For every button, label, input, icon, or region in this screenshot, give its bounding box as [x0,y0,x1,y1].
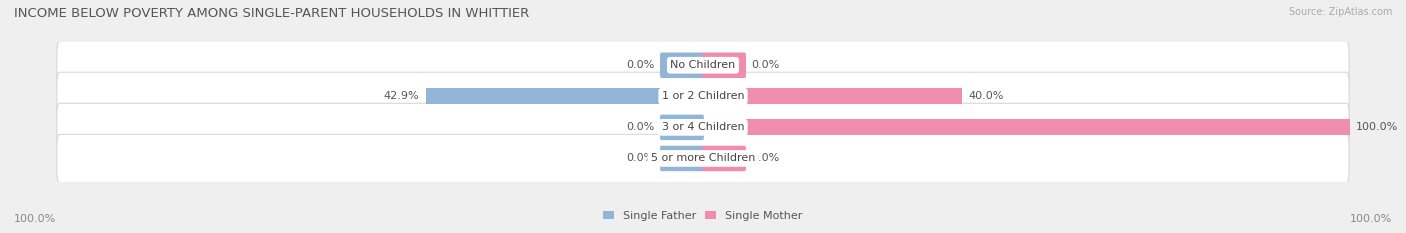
Text: 100.0%: 100.0% [14,214,56,224]
FancyBboxPatch shape [56,103,1350,151]
FancyBboxPatch shape [659,115,704,140]
FancyBboxPatch shape [702,52,747,78]
Text: Source: ZipAtlas.com: Source: ZipAtlas.com [1288,7,1392,17]
FancyBboxPatch shape [703,88,962,104]
Text: 0.0%: 0.0% [626,154,655,163]
Text: 0.0%: 0.0% [751,154,780,163]
Text: 100.0%: 100.0% [1350,214,1392,224]
Text: 1 or 2 Children: 1 or 2 Children [662,91,744,101]
FancyBboxPatch shape [659,52,704,78]
Text: 0.0%: 0.0% [626,60,655,70]
Text: 42.9%: 42.9% [384,91,419,101]
FancyBboxPatch shape [56,72,1350,120]
Text: 40.0%: 40.0% [969,91,1004,101]
Text: 5 or more Children: 5 or more Children [651,154,755,163]
FancyBboxPatch shape [702,146,747,171]
FancyBboxPatch shape [56,134,1350,182]
FancyBboxPatch shape [659,146,704,171]
Text: 3 or 4 Children: 3 or 4 Children [662,122,744,132]
Text: No Children: No Children [671,60,735,70]
Text: 0.0%: 0.0% [626,122,655,132]
FancyBboxPatch shape [703,119,1350,135]
Legend: Single Father, Single Mother: Single Father, Single Mother [603,211,803,221]
FancyBboxPatch shape [426,88,703,104]
FancyBboxPatch shape [56,41,1350,89]
Text: INCOME BELOW POVERTY AMONG SINGLE-PARENT HOUSEHOLDS IN WHITTIER: INCOME BELOW POVERTY AMONG SINGLE-PARENT… [14,7,529,20]
Text: 100.0%: 100.0% [1357,122,1399,132]
Text: 0.0%: 0.0% [751,60,780,70]
